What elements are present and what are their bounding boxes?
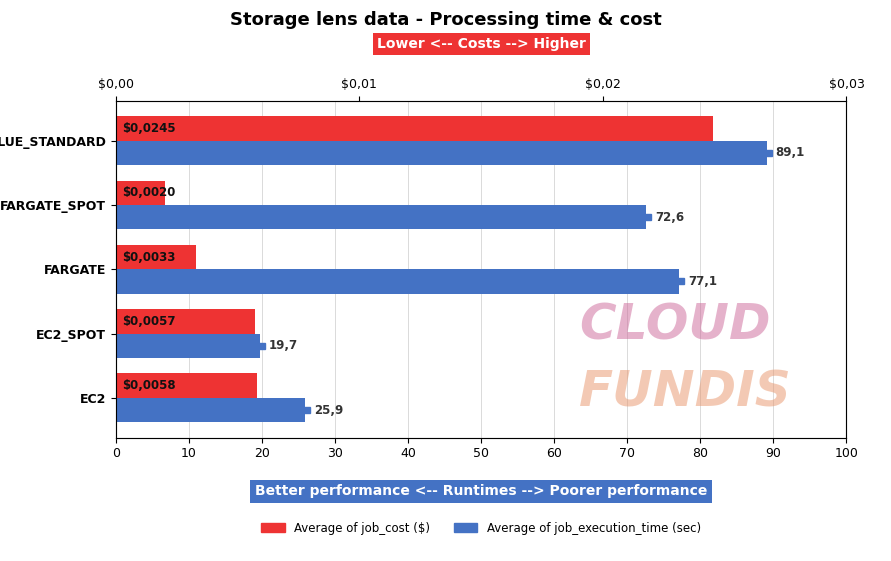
Text: $0,0057: $0,0057 [122,315,176,328]
Text: $0,0033: $0,0033 [122,251,175,264]
Bar [116,398,305,422]
Bar [116,334,260,358]
Text: $0,0058: $0,0058 [122,379,176,392]
Text: Better performance <-- Runtimes --> Poorer performance: Better performance <-- Runtimes --> Poor… [255,485,707,498]
Text: 19,7: 19,7 [268,339,298,352]
Bar [116,116,713,141]
Text: $0,0020: $0,0020 [122,186,175,199]
Text: FUNDIS: FUNDIS [579,369,792,417]
Bar [116,309,255,334]
Text: 89,1: 89,1 [775,146,805,159]
Bar [116,181,165,205]
Text: Storage lens data - Processing time & cost: Storage lens data - Processing time & co… [230,11,661,29]
Bar [116,205,646,229]
Text: $0,0245: $0,0245 [122,122,176,135]
Text: Lower <-- Costs --> Higher: Lower <-- Costs --> Higher [377,37,585,50]
Text: CLOUD: CLOUD [579,301,771,350]
Bar [116,269,679,294]
Text: 72,6: 72,6 [655,211,684,224]
Text: 77,1: 77,1 [688,275,717,288]
Legend: Average of job_cost ($), Average of job_execution_time (sec): Average of job_cost ($), Average of job_… [257,517,706,539]
Bar [116,245,196,269]
Bar [116,374,257,398]
Bar [116,141,767,165]
Text: 25,9: 25,9 [314,403,343,417]
